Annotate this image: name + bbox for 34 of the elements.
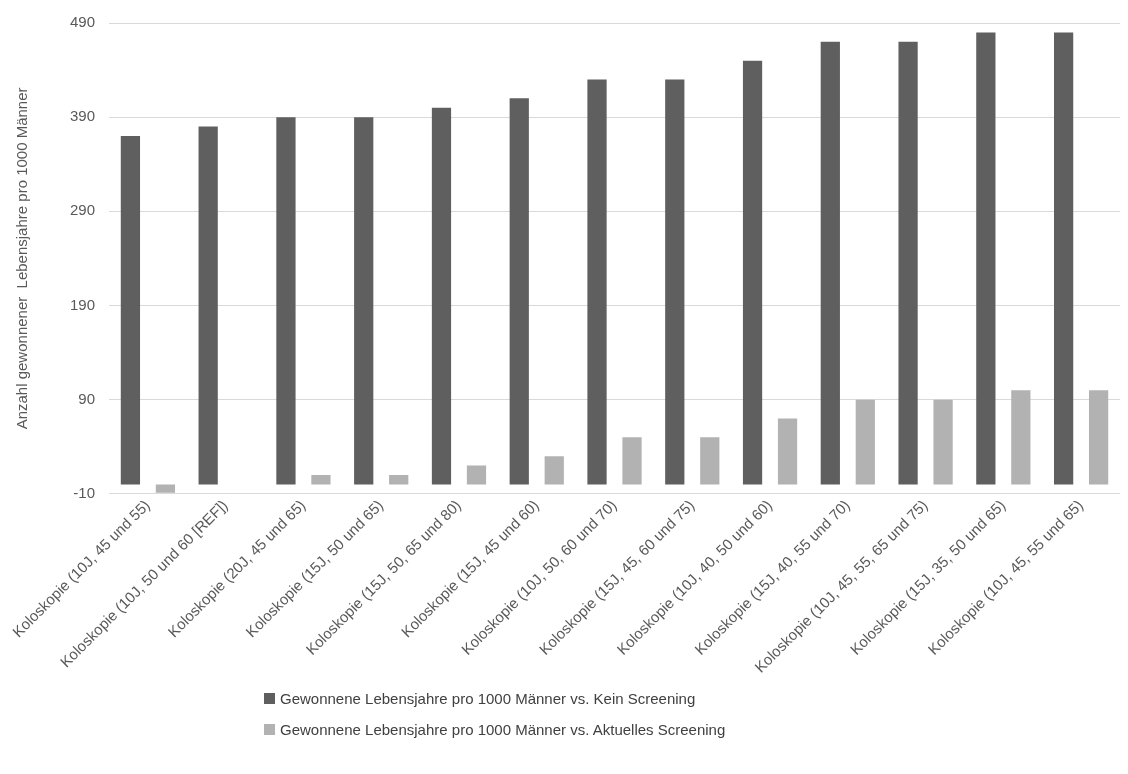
y-tick-label: 190 [70,295,96,313]
y-tick-label: 390 [70,107,96,125]
bar [1088,390,1109,485]
bar [155,484,176,493]
bar [120,135,141,485]
y-axis-title: Anzahl gewonnener Lebensjahre pro 1000 Männer [13,87,31,430]
bar [354,117,374,485]
bar [622,437,642,485]
y-tick-label: 90 [78,389,96,407]
bar [198,126,218,485]
bar [587,79,607,485]
bar [665,79,685,485]
bar [431,107,452,485]
bar [1011,390,1031,485]
bar [898,41,918,485]
legend-label: Gewonnene Lebensjahre pro 1000 Männer vs. Kein Screening [280,690,696,707]
bar [777,418,798,485]
y-tick-label: 290 [70,201,96,219]
bar [1053,32,1074,485]
bar [933,399,953,485]
legend-label: Gewonnene Lebensjahre pro 1000 Männer vs. Aktuelles Screening [280,721,726,738]
bar [466,465,487,485]
bar [544,456,564,485]
bar [742,60,763,485]
bar [855,399,875,485]
bar [509,98,529,485]
y-tick-label: 490 [70,13,96,31]
y-tick-label: -10 [73,483,96,501]
bar [820,41,840,485]
bar [700,437,720,485]
bar [976,32,996,485]
bar [389,474,409,485]
bar [276,117,296,485]
bar [311,474,331,485]
